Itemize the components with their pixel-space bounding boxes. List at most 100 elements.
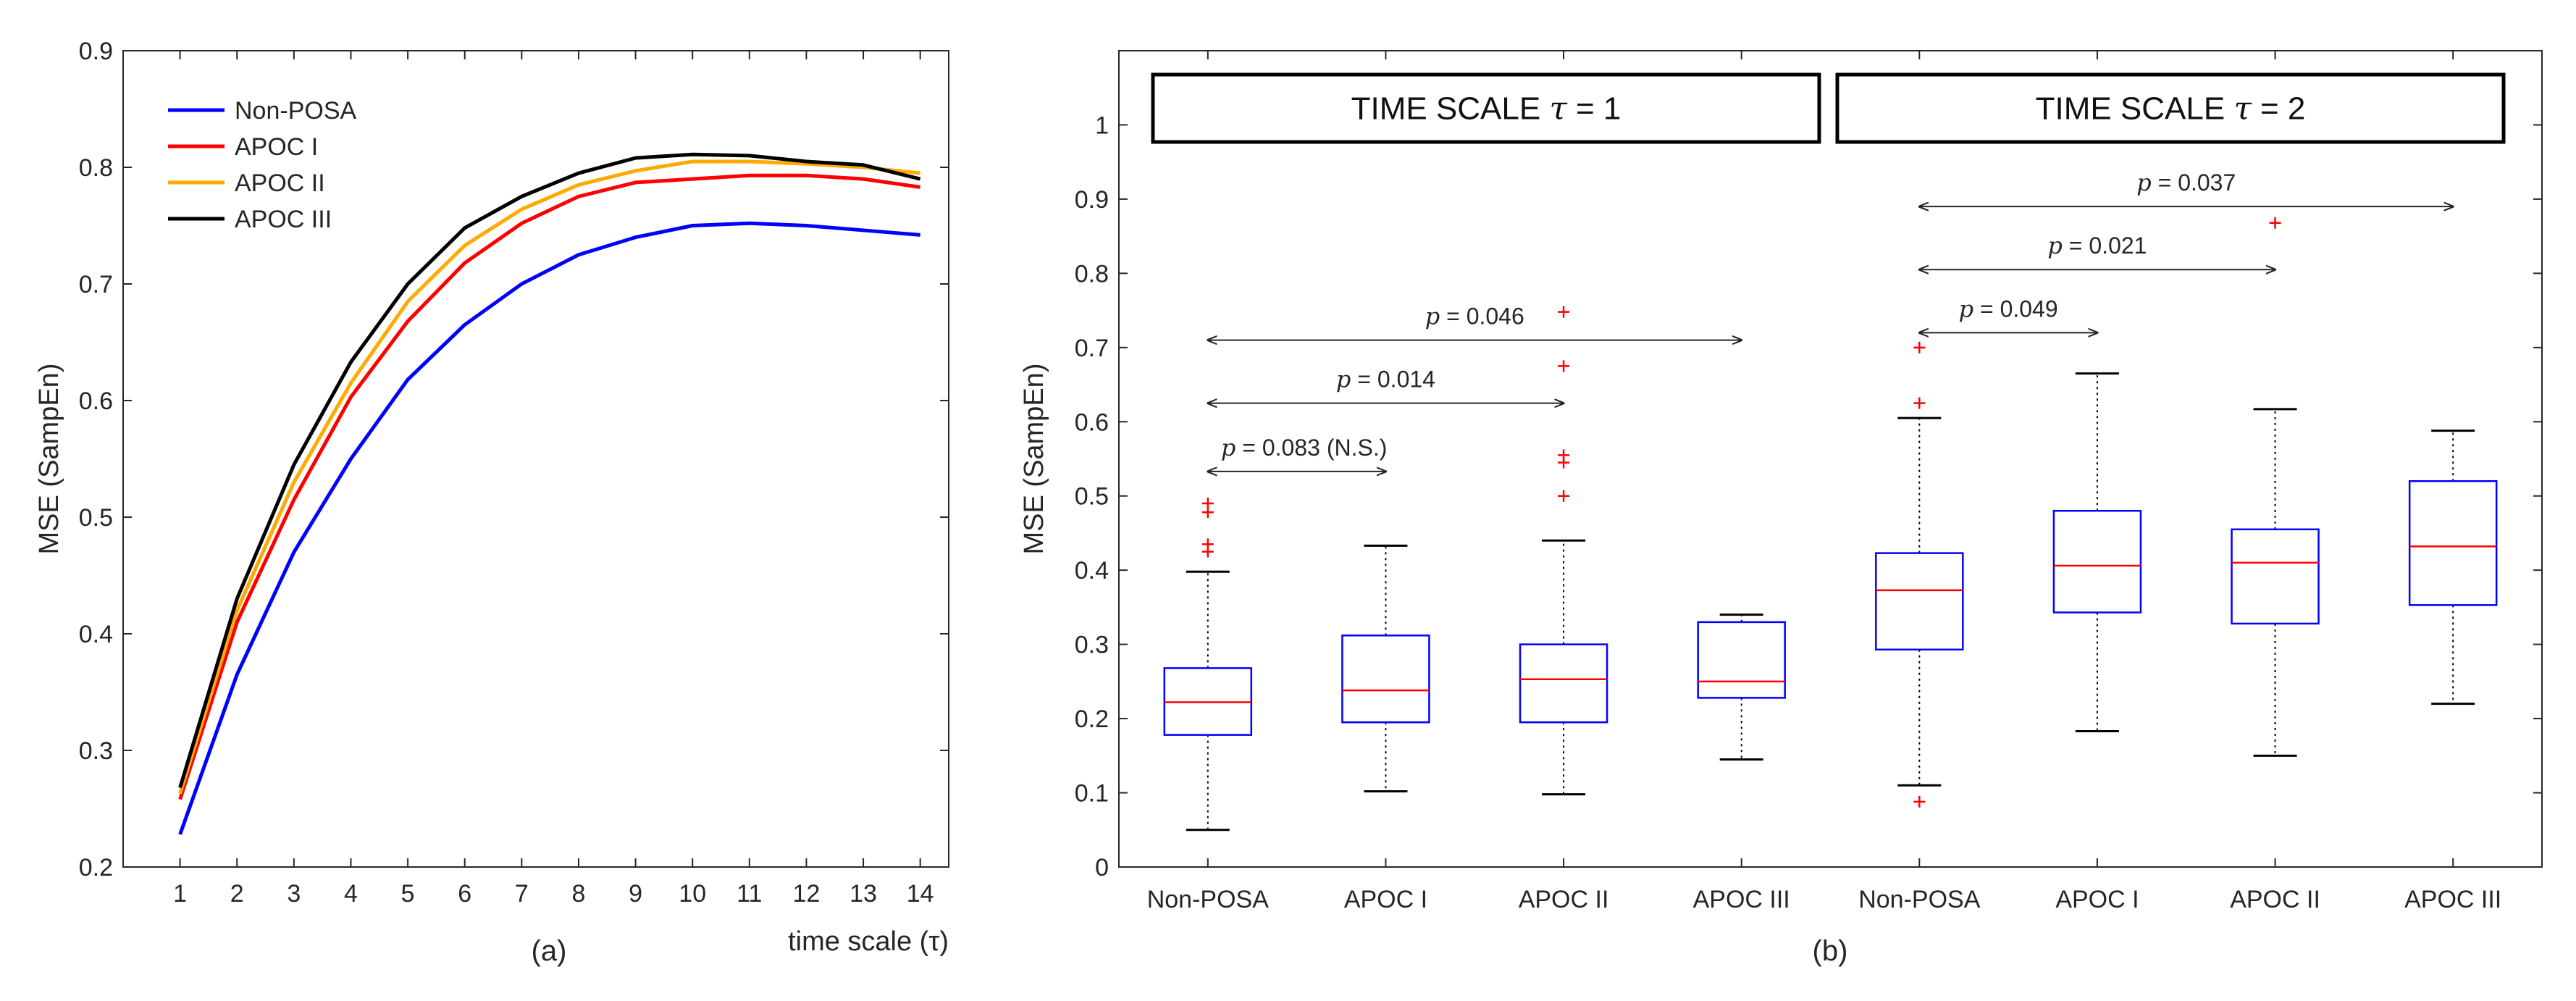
y-tick-label-b: 0.4	[1075, 557, 1109, 585]
y-tick-label-a: 0.8	[79, 154, 113, 182]
p-value-text: = 0.037	[2152, 169, 2236, 196]
banner-suffix: = 1	[1567, 91, 1621, 127]
x-tick-label-a: 8	[572, 880, 586, 908]
y-tick-label-b: 0.1	[1075, 780, 1109, 808]
y-tick-label-b: 0	[1095, 854, 1109, 881]
legend-label-a: Non-POSA	[235, 97, 356, 125]
x-tick-label-b: Non-POSA	[1858, 886, 1980, 913]
box-7	[2408, 430, 2498, 705]
outlier-point	[1558, 490, 1570, 502]
x-tick-label-a: 5	[401, 880, 415, 908]
x-tick-label-b: APOC I	[2055, 886, 2139, 913]
significance-label: p = 0.021	[2047, 232, 2147, 259]
plot-frame-b	[1118, 50, 2543, 868]
panel-banner-1	[1151, 72, 1821, 144]
banner-tau: τ	[2233, 91, 2252, 127]
box-chart-b: 0 0.1 0.2 0.3 0.4 0.5 0.6 0.7 0.8 0.9 1 Non-POSA APO…	[1019, 50, 2543, 967]
outlier-point	[2269, 217, 2281, 229]
box-body	[2052, 509, 2142, 613]
x-tick-label-b: APOC III	[1693, 886, 1790, 913]
x-tick-label-a: 4	[344, 880, 358, 908]
box-5	[2052, 372, 2142, 733]
y-axis-label-a: MSE (SampEn)	[34, 364, 64, 555]
x-tick-label-a: 9	[629, 880, 642, 908]
outlier-point	[1201, 538, 1214, 550]
y-tick-label-a: 0.7	[79, 271, 113, 298]
x-axis-label-a: time scale (τ)	[788, 926, 949, 957]
p-value-text: = 0.083 (N.S.)	[1235, 435, 1387, 461]
x-tick-label-b: APOC II	[2230, 886, 2320, 913]
box-3	[1697, 613, 1786, 761]
y-tick-label-b: 0.5	[1075, 483, 1109, 511]
x-tick-label-b: Non-POSA	[1147, 886, 1269, 913]
box-1	[1341, 544, 1430, 792]
legend-label-a: APOC I	[235, 133, 318, 161]
x-tick-label-a: 12	[793, 880, 821, 908]
y-tick-label-a: 0.9	[79, 38, 113, 65]
box-0	[1163, 497, 1253, 832]
x-tick-label-a: 2	[230, 880, 244, 908]
box-body	[2408, 479, 2498, 606]
p-symbol: p	[2136, 169, 2151, 196]
plot-frame-a	[122, 50, 949, 868]
y-tick-label-b: 0.8	[1075, 260, 1109, 288]
p-symbol: p	[1221, 434, 1235, 461]
x-tick-label-a: 1	[173, 880, 187, 908]
legend-label-a: APOC II	[235, 169, 325, 197]
p-symbol: p	[1959, 295, 1973, 322]
legend-label-a: APOC III	[235, 206, 332, 233]
y-tick-label-a: 0.6	[79, 388, 113, 415]
box-body	[1519, 643, 1608, 724]
significance-label: p = 0.083 (N.S.)	[1221, 434, 1387, 461]
box-4	[1875, 341, 1964, 808]
caption-b: (b)	[1813, 935, 1848, 967]
y-tick-label-b: 0.6	[1075, 409, 1109, 436]
x-tick-label-a: 7	[515, 880, 529, 908]
x-tick-label-a: 14	[907, 880, 934, 908]
series-line-apoc-iii	[178, 152, 921, 789]
box-2	[1519, 306, 1608, 796]
outlier-point	[1913, 341, 1926, 353]
outlier-point	[1558, 306, 1570, 318]
x-tick-label-a: 13	[849, 880, 877, 908]
x-tick-label-a: 11	[737, 880, 762, 908]
y-tick-label-b: 1	[1095, 112, 1109, 139]
outlier-point	[1558, 449, 1570, 461]
caption-a: (a)	[532, 935, 567, 967]
banner-suffix: = 2	[2252, 91, 2306, 127]
y-tick-label-a: 0.4	[79, 621, 113, 648]
significance-label: p = 0.046	[1425, 303, 1524, 330]
series-line-apoc-ii	[178, 159, 920, 795]
p-value-text: = 0.049	[1973, 296, 2058, 322]
x-tick-label-b: APOC II	[1519, 886, 1609, 913]
x-tick-label-a: 6	[458, 880, 471, 908]
y-tick-label-a: 0.5	[79, 504, 113, 532]
y-tick-label-a: 0.3	[79, 737, 113, 765]
banner-tau: τ	[1549, 91, 1567, 127]
series-line-non-posa	[178, 221, 920, 835]
p-value-text: = 0.021	[2063, 233, 2147, 259]
x-tick-label-a: 3	[287, 880, 301, 908]
p-symbol: p	[1336, 366, 1351, 393]
outlier-point	[1913, 397, 1926, 409]
box-body	[1875, 552, 1964, 651]
box-body	[1341, 634, 1430, 724]
significance-label: p = 0.014	[1336, 366, 1435, 393]
line-chart-a: 0.20.30.40.50.60.70.80.91 2 3 4 5 6 7 8 9 10 11 12 1…	[34, 38, 949, 967]
p-symbol: p	[2047, 232, 2062, 259]
series-line-apoc-i	[178, 173, 921, 800]
p-symbol: p	[1425, 303, 1440, 330]
banner-prefix: TIME SCALE	[2036, 91, 2234, 127]
panel-banner-2	[1835, 72, 2506, 144]
box-body	[1697, 621, 1786, 699]
y-tick-label-a: 0.2	[79, 854, 113, 881]
banner-prefix: TIME SCALE	[1351, 91, 1550, 127]
p-value-text: = 0.046	[1440, 303, 1524, 330]
box-6	[2231, 93, 2320, 757]
panel-banner-label: TIME SCALE τ = 1	[1351, 91, 1621, 127]
x-tick-label-a: 10	[679, 880, 706, 908]
significance-label: p = 0.049	[1959, 295, 2058, 322]
outlier-point	[1201, 497, 1214, 509]
x-tick-label-b: APOC III	[2404, 886, 2501, 913]
